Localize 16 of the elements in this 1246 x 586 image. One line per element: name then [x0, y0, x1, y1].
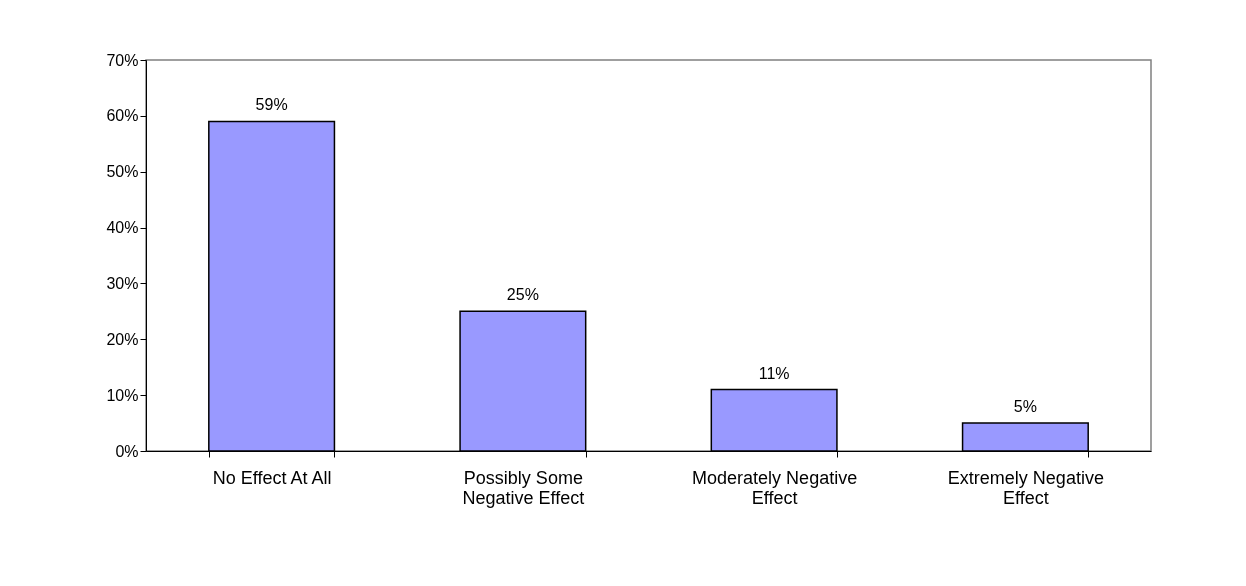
y-tick-label: 10% — [106, 386, 139, 404]
y-tick-label: 70% — [106, 51, 139, 69]
data-label: 25% — [506, 286, 539, 304]
y-tick-label: 50% — [106, 163, 139, 181]
data-label: 11% — [758, 364, 790, 382]
data-label: 5% — [1013, 398, 1037, 416]
y-tick-label: 40% — [106, 219, 139, 237]
x-tick-label: Extremely Negative Effect — [947, 467, 1104, 508]
y-tick-label: 20% — [106, 330, 139, 348]
x-tick-label: Moderately Negative Effect — [692, 467, 858, 508]
y-tick-label: 60% — [106, 107, 139, 125]
data-label: 59% — [255, 96, 288, 114]
y-tick-label: 0% — [115, 442, 139, 460]
y-tick-label: 30% — [106, 274, 139, 292]
x-tick-label: Possibly Some Negative Effect — [462, 467, 585, 508]
x-tick-label: No Effect At All — [212, 467, 332, 488]
